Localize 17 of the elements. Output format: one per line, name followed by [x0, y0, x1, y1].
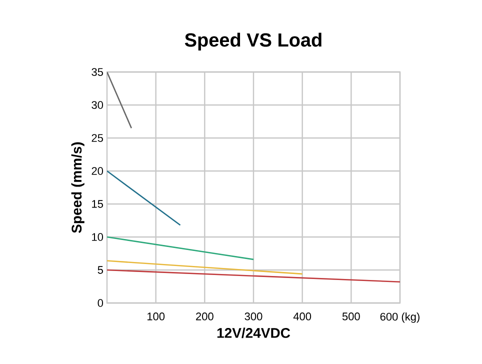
- y-tick-label: 25: [92, 134, 103, 142]
- x-tick-label: 200: [196, 312, 214, 320]
- chart-title: Speed VS Load: [184, 32, 322, 50]
- y-tick-label: 5: [98, 266, 103, 274]
- y-tick-label: 15: [92, 200, 103, 208]
- y-tick-label: 30: [92, 101, 104, 109]
- y-tick-label: 35: [92, 68, 103, 76]
- x-tick-label: 100: [147, 312, 165, 320]
- y-axis-title: Speed (mm/s): [71, 142, 84, 233]
- x-axis-title: 12V/24VDC: [217, 328, 290, 338]
- y-tick-label: 0: [98, 299, 104, 307]
- x-tick-label: 500: [342, 312, 360, 320]
- x-tick-label: 600 (kg): [380, 312, 420, 323]
- y-tick-label: 20: [92, 167, 104, 175]
- x-tick-label: 400: [293, 312, 312, 320]
- x-tick-label: 300: [244, 312, 262, 320]
- y-tick-label: 10: [92, 233, 104, 241]
